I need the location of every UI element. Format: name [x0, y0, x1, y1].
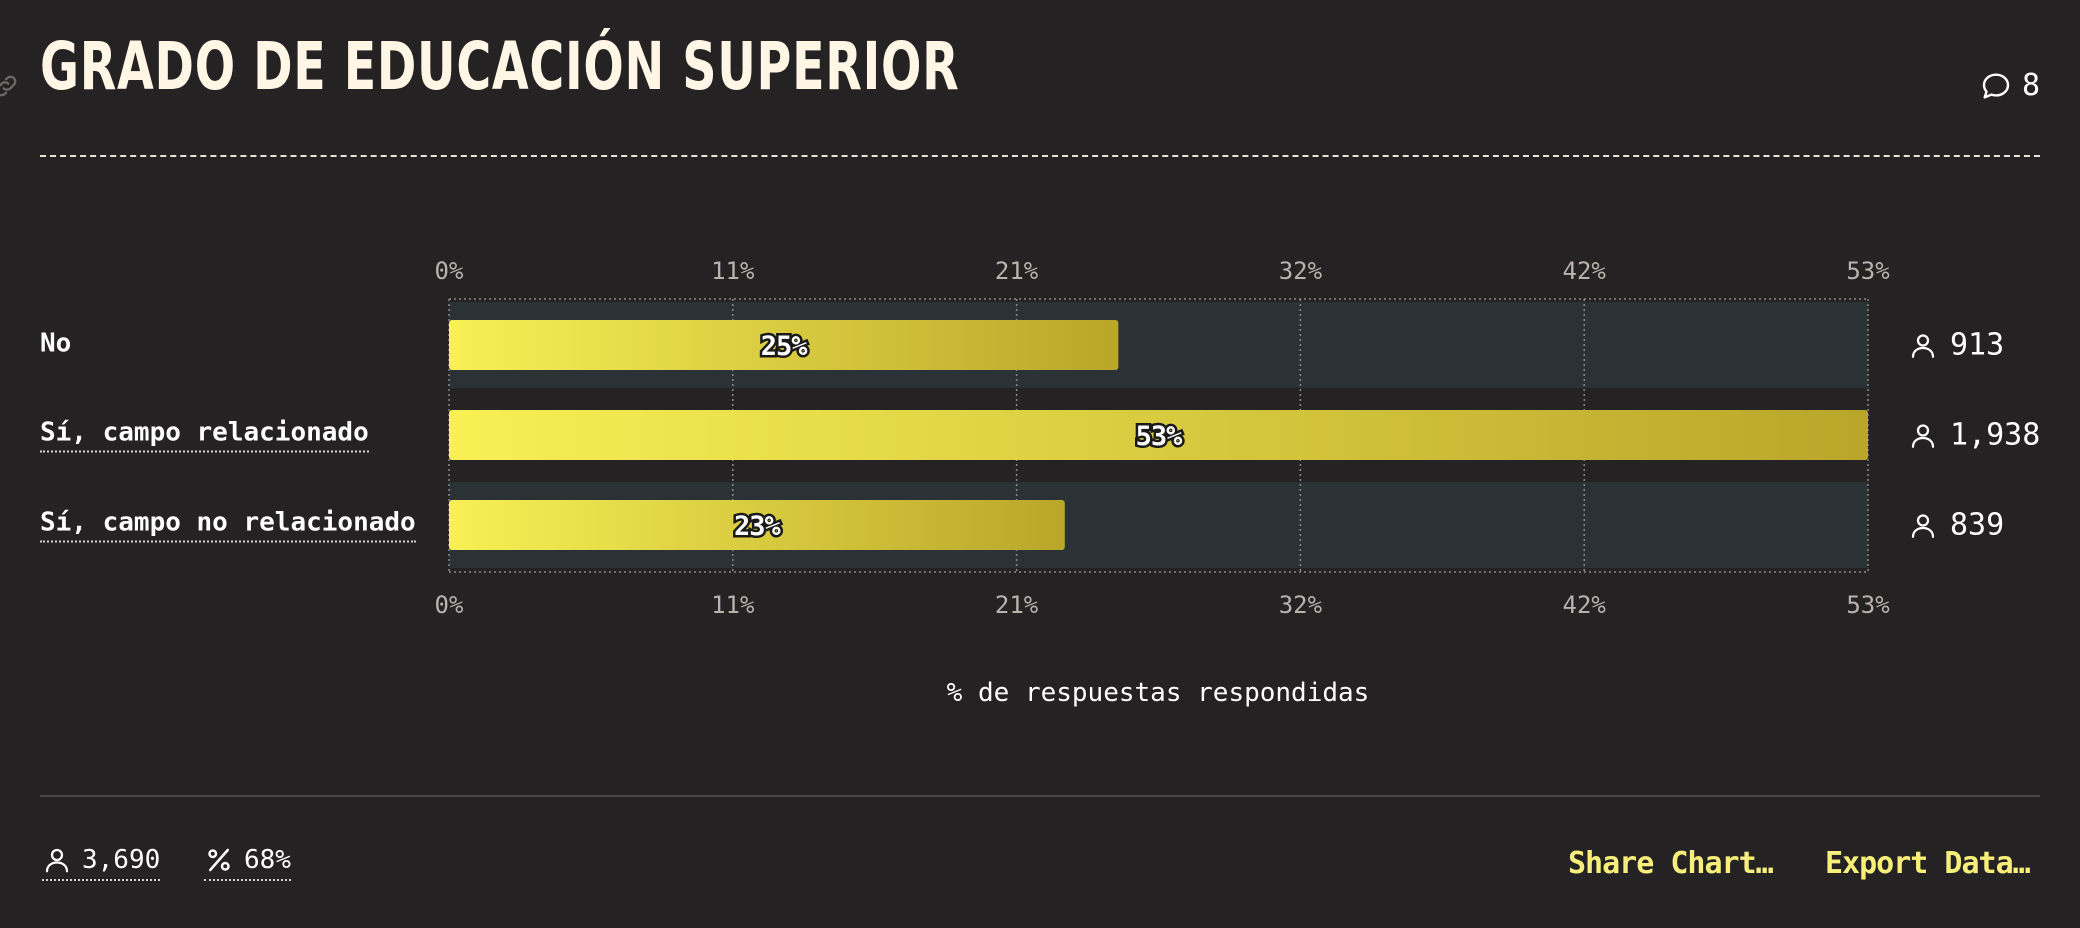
bar-value-label: 53%: [1136, 421, 1184, 452]
bar: [449, 500, 1065, 550]
comments-button[interactable]: 8: [1980, 68, 2040, 103]
person-icon: [45, 848, 69, 873]
respondent-count: 1,938: [1908, 418, 2040, 453]
speech-bubble-icon: [1982, 72, 2010, 99]
x-axis-title: % de respuestas respondidas: [946, 678, 1370, 708]
category-label: No: [40, 328, 72, 359]
page-title: GRADO DE EDUCACIÓN SUPERIOR: [40, 28, 960, 105]
person-icon: [1911, 513, 1935, 538]
footer-divider: [40, 795, 2040, 797]
x-tick-label-top: 42%: [1563, 257, 1607, 285]
total-respondents-value: 3,690: [82, 845, 161, 875]
share-chart-button[interactable]: Share Chart…: [1568, 846, 1774, 881]
export-data-button[interactable]: Export Data…: [1825, 846, 2031, 881]
respondent-count: 839: [1908, 508, 2004, 543]
respondent-count-value: 839: [1950, 507, 2005, 543]
respondent-count: 913: [1908, 328, 2004, 363]
x-tick-label-bottom: 21%: [995, 591, 1039, 619]
x-tick-label-bottom: 11%: [711, 591, 755, 619]
category-label[interactable]: Sí, campo no relacionado: [40, 508, 416, 543]
x-tick-label-bottom: 53%: [1846, 591, 1890, 619]
percent-icon: [208, 848, 230, 872]
category-label[interactable]: Sí, campo relacionado: [40, 418, 369, 453]
bar: [449, 410, 1868, 460]
x-tick-label-bottom: 0%: [435, 591, 464, 619]
header-divider: [40, 155, 2040, 157]
person-icon: [1911, 423, 1935, 448]
x-tick-label-top: 0%: [435, 257, 464, 285]
response-rate[interactable]: 68%: [204, 845, 291, 881]
response-rate-value: 68%: [244, 845, 291, 875]
respondent-count-value: 913: [1950, 327, 2005, 363]
bar-value-label: 23%: [734, 511, 782, 542]
comment-count: 8: [2021, 68, 2040, 103]
x-tick-label-top: 21%: [995, 257, 1039, 285]
bar-value-label: 25%: [761, 331, 809, 362]
bar: [449, 320, 1119, 370]
x-tick-label-bottom: 32%: [1279, 591, 1323, 619]
x-tick-label-top: 53%: [1846, 257, 1890, 285]
x-tick-label-bottom: 42%: [1563, 591, 1607, 619]
x-tick-label-top: 32%: [1279, 257, 1323, 285]
person-icon: [1911, 333, 1935, 358]
link-icon[interactable]: [0, 72, 20, 100]
x-tick-label-top: 11%: [711, 257, 755, 285]
total-respondents[interactable]: 3,690: [42, 845, 161, 881]
respondent-count-value: 1,938: [1950, 417, 2041, 453]
